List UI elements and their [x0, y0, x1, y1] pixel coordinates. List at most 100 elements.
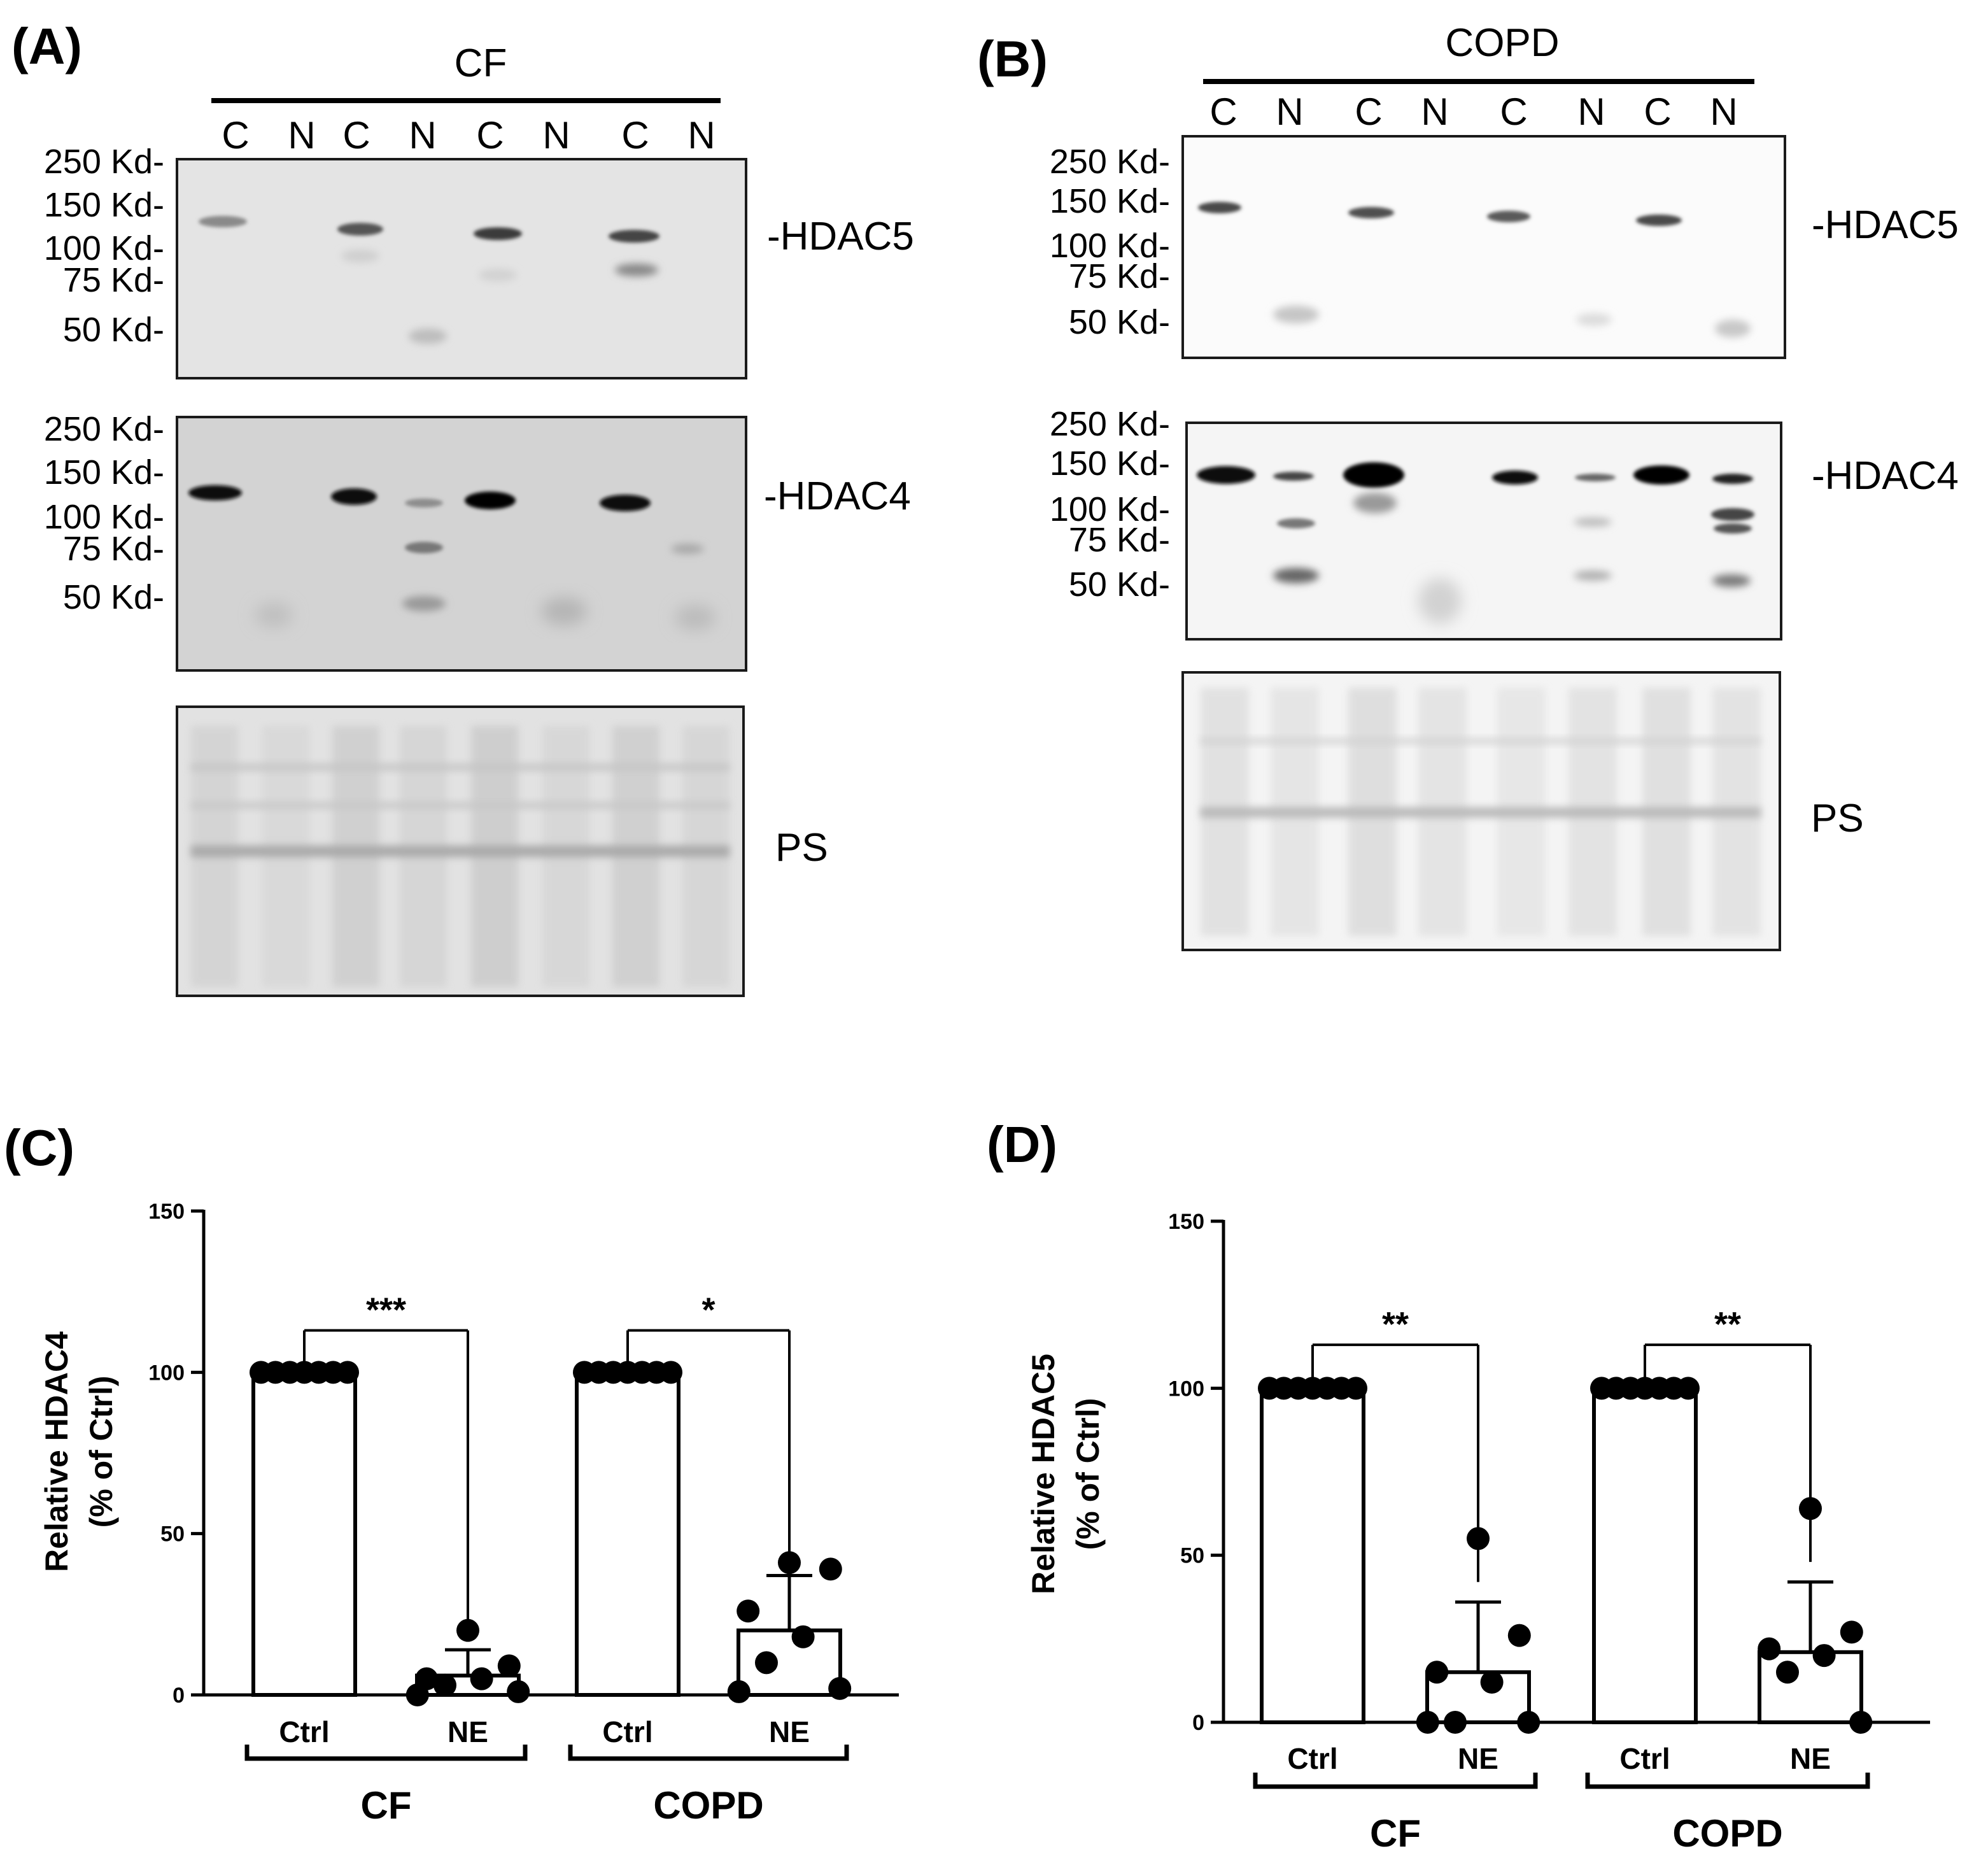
band — [1198, 202, 1241, 213]
band — [1714, 523, 1752, 534]
x-category-label: NE — [1790, 1742, 1831, 1775]
band — [405, 499, 443, 507]
data-point — [737, 1599, 760, 1623]
data-point — [1849, 1711, 1873, 1734]
marker-label: 75 Kd- — [1069, 521, 1170, 559]
band — [1576, 313, 1612, 326]
marker-label: 150 Kd- — [1050, 444, 1170, 483]
x-category-label: Ctrl — [602, 1715, 652, 1748]
group-label: COPD — [1672, 1812, 1782, 1849]
blot-frame — [1181, 135, 1786, 359]
data-point — [1425, 1661, 1449, 1684]
band — [541, 597, 587, 625]
ps-band — [1201, 807, 1761, 818]
panel-b-blot-hdac5 — [1181, 135, 1786, 359]
x-category-label: Ctrl — [1287, 1742, 1337, 1775]
band — [1715, 320, 1751, 337]
bar — [1592, 1386, 1698, 1724]
data-point — [778, 1551, 801, 1575]
group-bracket — [568, 1745, 849, 1761]
marker-label: 150 Kd- — [44, 186, 164, 224]
marker-label: 150 Kd- — [44, 453, 164, 492]
x-category-label: NE — [769, 1715, 810, 1748]
y-tick-label: 50 — [160, 1522, 185, 1547]
data-point — [434, 1673, 456, 1697]
data-point — [1416, 1711, 1439, 1734]
panel-a-label: (A) — [11, 18, 82, 74]
panel-b-group-title: COPD — [1445, 21, 1559, 65]
bar — [737, 1628, 842, 1697]
band — [1712, 474, 1753, 484]
y-tick-label: 50 — [1180, 1544, 1204, 1568]
panel-a-blot-hdac4 — [176, 416, 747, 672]
band — [331, 488, 377, 505]
band — [675, 605, 716, 630]
data-point — [819, 1557, 842, 1581]
panel-a-blot-ps — [176, 705, 745, 997]
y-tick-label: 150 — [148, 1200, 185, 1224]
panel-b-ps-label: PS — [1811, 797, 1864, 840]
band — [474, 227, 522, 240]
blot-frame — [176, 158, 747, 379]
data-point — [405, 1683, 429, 1706]
band — [1273, 472, 1314, 481]
y-tick-label: 0 — [1192, 1711, 1204, 1735]
bar — [251, 1370, 357, 1697]
ps-band — [191, 764, 730, 770]
panel-b-blot-hdac4 — [1185, 422, 1782, 641]
group-bracket — [1253, 1773, 1538, 1789]
ps-band — [191, 846, 730, 857]
data-point — [727, 1680, 751, 1703]
marker-label: 50 Kd- — [1069, 303, 1170, 341]
marker-label: 50 Kd- — [1069, 565, 1170, 604]
marker-label: 250 Kd- — [1050, 143, 1170, 181]
band — [465, 492, 516, 509]
significance-label: * — [701, 1291, 715, 1329]
x-category-label: NE — [1458, 1742, 1498, 1775]
band — [402, 596, 446, 611]
lane-label: N — [1421, 90, 1448, 133]
data-point — [791, 1625, 815, 1648]
band — [1633, 465, 1689, 485]
panel-a-ps-label: PS — [775, 826, 828, 870]
panel-a-hdac4-markers: 250 Kd- 150 Kd- 100 Kd- 75 Kd- 50 Kd- — [44, 410, 164, 616]
band — [1348, 207, 1394, 218]
band — [1197, 466, 1255, 484]
bar — [1260, 1386, 1365, 1724]
data-point — [1812, 1644, 1836, 1668]
panel-c-chart: 0 50 100 150 Relative HDAC4 (% of Ctrl) Ctrl NE… — [39, 1200, 899, 1827]
band — [1492, 471, 1538, 485]
group-label: COPD — [653, 1784, 763, 1827]
blot-frame — [176, 416, 747, 672]
panel-b-label: (B) — [977, 31, 1048, 87]
lane-label: N — [1276, 90, 1303, 133]
lane-label: N — [542, 114, 570, 157]
band — [341, 250, 379, 262]
band — [337, 223, 383, 236]
panel-a-hdac5-label: -HDAC5 — [767, 215, 914, 259]
data-point — [1758, 1637, 1781, 1661]
bar — [1758, 1650, 1863, 1725]
band — [1574, 570, 1612, 581]
y-tick-label: 100 — [148, 1361, 185, 1385]
band — [1487, 211, 1530, 222]
band — [671, 544, 704, 554]
data-point — [1677, 1377, 1700, 1400]
lane-label: C — [621, 114, 649, 157]
band — [479, 269, 517, 281]
band — [1636, 215, 1682, 226]
y-axis-title-line1: Relative HDAC5 — [1026, 1354, 1061, 1594]
data-point — [336, 1361, 359, 1384]
marker-label: 75 Kd- — [63, 530, 164, 568]
lane-label: C — [342, 114, 370, 157]
band — [405, 542, 443, 553]
panel-d-chart: 0 50 100 150 Relative HDAC5 (% of Ctrl) Ctrl NE… — [1026, 1210, 1930, 1849]
panel-b-blot-ps — [1181, 671, 1781, 951]
marker-label: 100 Kd- — [44, 229, 164, 267]
panel-b-hdac4-label: -HDAC4 — [1812, 454, 1959, 498]
band — [188, 485, 242, 500]
band — [1273, 568, 1319, 583]
marker-label: 75 Kd- — [63, 261, 164, 299]
group-bracket — [244, 1745, 528, 1761]
